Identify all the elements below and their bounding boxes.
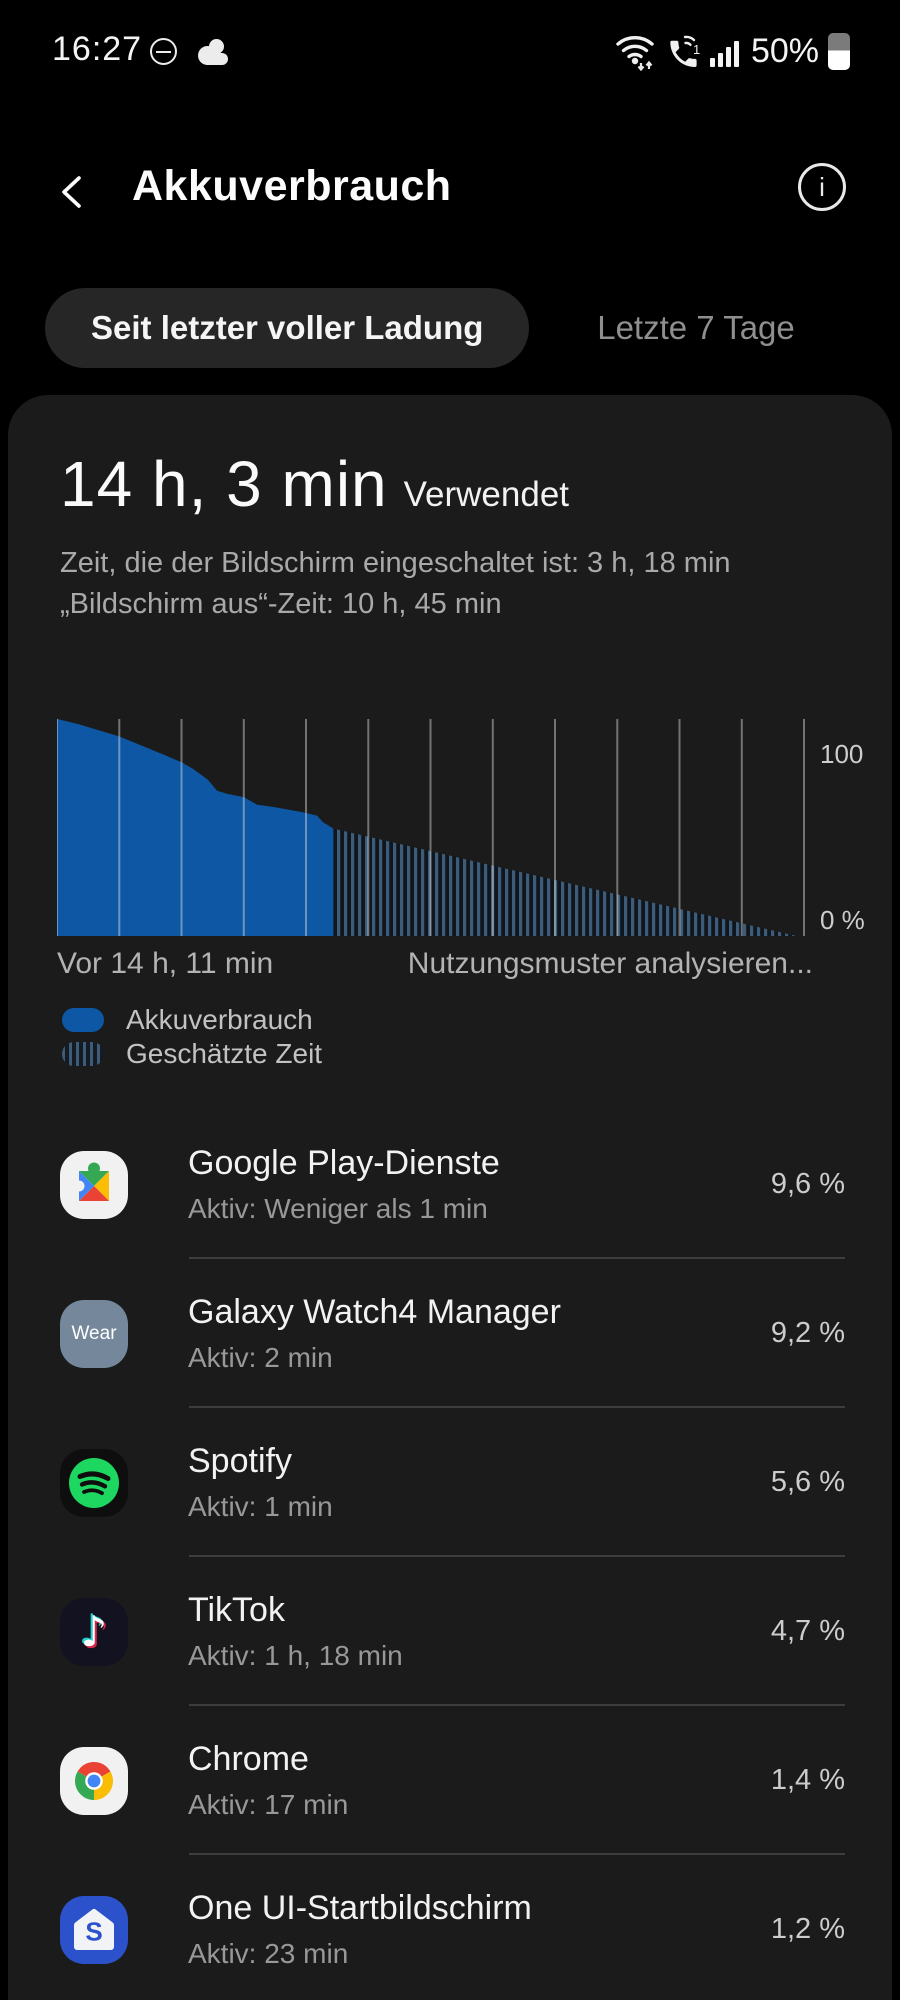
divider [189,1853,845,1855]
chart-series-estimated [333,828,797,936]
legend-item-estimated: Geschätzte Zeit [62,1037,322,1071]
list-item-chrome[interactable]: Chrome Aktiv: 17 min 1,4 % [8,1706,892,1855]
status-bar: 16:27 1 [0,22,900,78]
app-battery-percent: 5,6 % [770,1466,845,1498]
app-active-time: Aktiv: 17 min [188,1789,349,1820]
x-axis-status-label: Nutzungsmuster analysieren... [407,947,813,980]
app-name: Spotify [188,1442,292,1480]
do-not-disturb-icon [150,38,177,65]
tab-last-7-days[interactable]: Letzte 7 Tage [597,309,795,346]
battery-percent: 50% [750,31,819,70]
divider [189,1406,845,1408]
list-item-google-play-services[interactable]: Google Play-Dienste Aktiv: Weniger als 1… [8,1110,892,1259]
tiktok-note-glyph: ♪ [80,1606,108,1656]
wear-icon: Wear [60,1299,128,1368]
y-axis-min-label: 0 % [820,905,865,935]
app-header: Akkuverbrauch i [0,150,900,232]
wifi-call-icon: 1 [670,35,700,67]
divider [189,1555,845,1557]
legend-swatch-hatched [62,1042,104,1066]
list-item-tiktok[interactable]: ♪ TikTok Aktiv: 1 h, 18 min 4,7 % [8,1557,892,1706]
y-axis-max-label: 100 [820,739,864,769]
app-name: TikTok [188,1591,285,1629]
divider [189,1704,845,1706]
chrome-icon [60,1746,128,1815]
signal-bars-icon [709,41,739,67]
screen-off-time: „Bildschirm aus“-Zeit: 10 h, 45 min [60,588,502,620]
svg-text:S: S [85,1916,102,1946]
x-axis-start-label: Vor 14 h, 11 min [57,947,274,980]
app-name: One UI-Startbildschirm [188,1889,532,1927]
chart-legend: Akkuverbrauch Geschätzte Zeit [62,1003,322,1071]
wear-icon-label: Wear [71,1322,117,1344]
app-battery-percent: 9,2 % [770,1317,845,1349]
app-active-time: Aktiv: 1 h, 18 min [188,1640,403,1671]
list-item-one-ui-home[interactable]: S One UI-Startbildschirm Aktiv: 23 min 1… [8,1855,892,2000]
page-title: Akkuverbrauch [132,162,452,210]
svg-text:1: 1 [693,42,700,57]
app-usage-list: Google Play-Dienste Aktiv: Weniger als 1… [8,1110,892,2000]
list-item-spotify[interactable]: Spotify Aktiv: 1 min 5,6 % [8,1408,892,1557]
app-battery-percent: 1,2 % [770,1913,845,1945]
chart-series-usage [57,719,334,936]
screen-time-details: Zeit, die der Bildschirm eingeschaltet i… [60,543,731,625]
app-active-time: Aktiv: 1 min [188,1491,333,1522]
app-name: Chrome [188,1740,309,1778]
app-active-time: Aktiv: 23 min [188,1938,349,1969]
spotify-icon [60,1448,128,1517]
one-ui-home-icon: S [60,1895,128,1964]
google-play-services-icon [60,1150,128,1219]
battery-card: 14 h, 3 min Verwendet Zeit, die der Bild… [8,395,892,2000]
battery-icon [828,32,850,70]
divider [189,1257,845,1259]
tab-since-full-charge[interactable]: Seit letzter voller Ladung [45,288,530,368]
app-battery-percent: 4,7 % [770,1615,845,1647]
app-active-time: Aktiv: 2 min [188,1342,333,1373]
cloud-icon [198,37,232,65]
info-icon[interactable]: i [798,163,846,211]
list-item-galaxy-watch4-manager[interactable]: Wear Galaxy Watch4 Manager Aktiv: 2 min … [8,1259,892,1408]
back-icon[interactable] [52,170,96,214]
screen-on-time: Zeit, die der Bildschirm eingeschaltet i… [60,547,731,579]
clock: 16:27 [52,30,143,68]
battery-chart [57,719,805,936]
app-battery-percent: 9,6 % [770,1168,845,1200]
wifi-icon [616,36,654,71]
app-battery-percent: 1,4 % [770,1764,845,1796]
app-name: Google Play-Dienste [188,1144,500,1182]
usage-duration-suffix: Verwendet [403,475,570,514]
app-name: Galaxy Watch4 Manager [188,1293,561,1331]
tiktok-icon: ♪ [60,1597,128,1666]
legend-label: Geschätzte Zeit [126,1038,323,1069]
app-active-time: Aktiv: Weniger als 1 min [188,1193,488,1224]
usage-duration: 14 h, 3 min [60,448,388,520]
legend-label: Akkuverbrauch [126,1004,313,1035]
legend-swatch-solid [62,1008,104,1032]
legend-item-usage: Akkuverbrauch [62,1003,322,1037]
